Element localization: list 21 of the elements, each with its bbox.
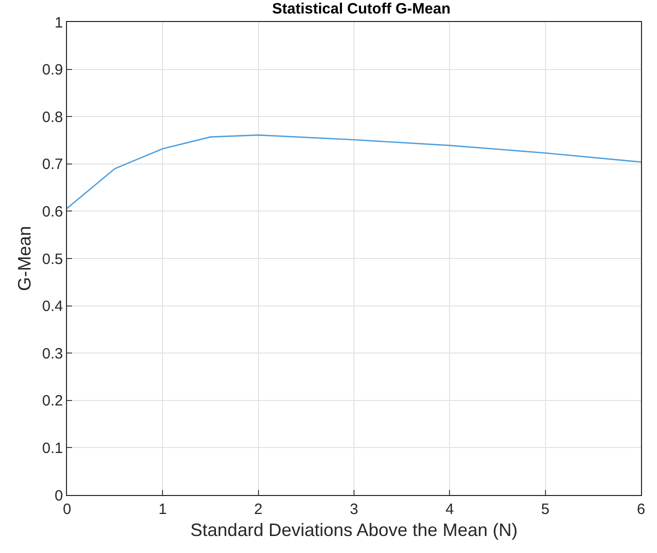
- x-tick-label: 6: [636, 501, 646, 518]
- y-tick-label: 1: [54, 14, 63, 32]
- y-tick-label: 0.8: [42, 108, 63, 126]
- y-tick-label: 0.3: [42, 345, 63, 362]
- y-tick-label: 0.2: [42, 392, 63, 410]
- line-series: [67, 134, 641, 210]
- y-tick-label: 0.5: [42, 250, 63, 268]
- x-tick-label: 2: [254, 501, 262, 518]
- y-axis-title: G-Mean: [14, 226, 34, 292]
- x-tick-label: 1: [158, 501, 167, 518]
- y-tick-label: 0: [54, 487, 63, 504]
- y-tick-label: 0.9: [42, 62, 63, 79]
- x-tick-label: 5: [541, 501, 550, 518]
- chart-title: Statistical Cutoff G-Mean: [272, 0, 451, 18]
- x-tick-label: 4: [446, 501, 454, 518]
- x-tick-label: 3: [350, 501, 358, 518]
- y-tick-label: 0.4: [42, 298, 63, 316]
- x-axis-title: Standard Deviations Above the Mean (N): [190, 520, 518, 540]
- y-tick-label: 0.1: [42, 440, 63, 457]
- y-tick-label: 0.6: [42, 203, 63, 220]
- y-tick-label: 0.7: [42, 156, 63, 174]
